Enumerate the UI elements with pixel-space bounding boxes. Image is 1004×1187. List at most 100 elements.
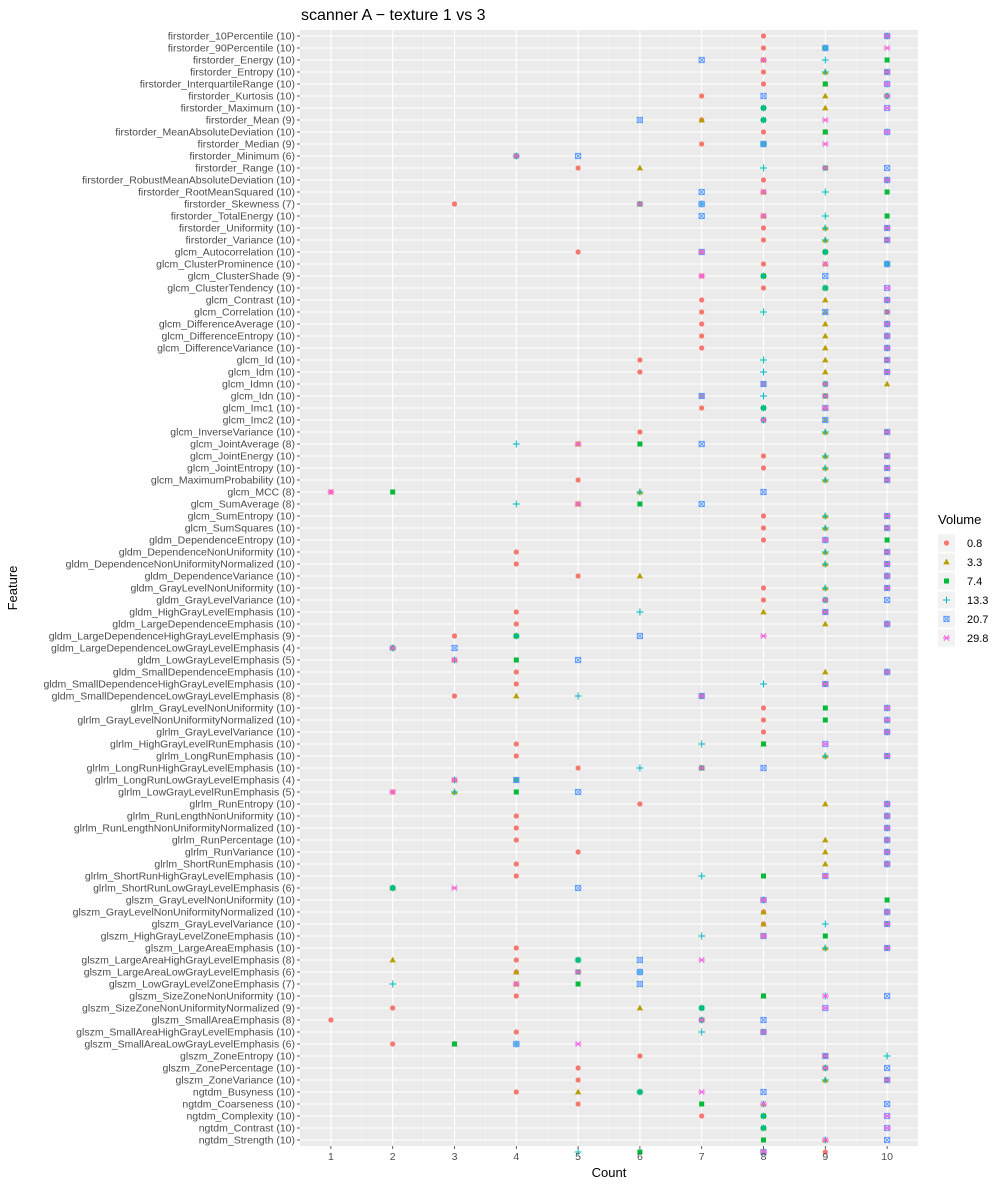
data-point bbox=[513, 825, 519, 831]
data-point bbox=[821, 873, 829, 879]
data-point bbox=[822, 104, 829, 111]
data-point bbox=[760, 57, 767, 63]
data-point bbox=[883, 129, 891, 135]
y-tick-label: firstorder_Median (9) bbox=[198, 139, 295, 151]
data-point bbox=[883, 561, 891, 567]
data-point bbox=[760, 680, 767, 688]
data-point bbox=[636, 968, 643, 976]
data-point bbox=[883, 705, 891, 711]
data-point bbox=[761, 873, 766, 879]
data-point bbox=[699, 345, 705, 351]
y-tick-label: gldm_DependenceEntropy (10) bbox=[149, 535, 295, 547]
y-tick-label: glrlm_RunEntropy (10) bbox=[189, 799, 295, 811]
y-tick-label: glrlm_RunPercentage (10) bbox=[172, 835, 295, 847]
y-tick-label: gldm_DependenceNonUniformityNormalized (… bbox=[66, 559, 295, 571]
data-point bbox=[452, 1041, 457, 1047]
data-point bbox=[884, 260, 891, 268]
y-tick-label: gldm_LowGrayLevelEmphasis (5) bbox=[137, 655, 295, 667]
y-tick-label: glszm_SmallAreaLowGrayLevelEmphasis (6) bbox=[84, 1039, 295, 1051]
data-point bbox=[760, 368, 767, 376]
y-tick-label: glcm_SumSquares (10) bbox=[185, 523, 295, 535]
data-point bbox=[451, 777, 458, 783]
data-point bbox=[883, 69, 891, 75]
y-tick-label: firstorder_90Percentile (10) bbox=[168, 43, 295, 55]
data-point bbox=[822, 800, 829, 807]
data-point bbox=[883, 849, 891, 855]
x-tick-label: 9 bbox=[822, 1151, 828, 1163]
data-point bbox=[513, 789, 519, 795]
data-point bbox=[760, 177, 767, 183]
data-point bbox=[883, 105, 891, 111]
data-point bbox=[698, 932, 706, 940]
data-point bbox=[760, 1112, 767, 1120]
data-point bbox=[575, 152, 582, 160]
data-point bbox=[760, 116, 767, 124]
data-point bbox=[822, 668, 829, 675]
data-point bbox=[883, 513, 891, 519]
data-point bbox=[760, 488, 767, 496]
y-tick-label: glszm_SizeZoneNonUniformityNormalized (9… bbox=[82, 1003, 295, 1015]
data-point bbox=[883, 825, 891, 831]
data-point bbox=[883, 729, 891, 735]
data-point bbox=[760, 380, 767, 388]
data-point bbox=[760, 308, 767, 316]
data-point bbox=[760, 69, 767, 75]
y-tick-label: glcm_Idmn (10) bbox=[222, 379, 295, 391]
data-point bbox=[760, 417, 767, 423]
data-point bbox=[574, 692, 582, 700]
y-tick-label: ngtdm_Strength (10) bbox=[199, 1135, 295, 1147]
data-point bbox=[760, 1124, 767, 1132]
y-tick-label: glcm_Idm (10) bbox=[228, 367, 295, 379]
data-point bbox=[636, 572, 644, 579]
y-tick-label: glszm_LargeAreaHighGrayLevelEmphasis (8) bbox=[81, 955, 295, 967]
data-point bbox=[513, 1089, 519, 1095]
data-point bbox=[699, 1101, 705, 1107]
data-point bbox=[698, 116, 705, 123]
data-point bbox=[513, 741, 519, 747]
data-point bbox=[883, 321, 891, 327]
data-point bbox=[822, 717, 828, 723]
data-point bbox=[636, 488, 644, 496]
data-point bbox=[821, 452, 829, 460]
data-point bbox=[821, 920, 829, 928]
data-point bbox=[760, 897, 767, 903]
data-point bbox=[760, 764, 767, 772]
data-point bbox=[390, 1041, 396, 1047]
y-tick-label: glcm_JointAverage (8) bbox=[190, 439, 295, 451]
data-point bbox=[821, 741, 829, 747]
y-tick-label: glrlm_GrayLevelNonUniformityNormalized (… bbox=[77, 715, 295, 727]
data-point bbox=[574, 1148, 582, 1156]
data-point bbox=[512, 981, 520, 987]
data-point bbox=[821, 476, 829, 484]
data-point bbox=[574, 969, 582, 975]
data-point bbox=[637, 429, 643, 435]
data-point bbox=[760, 1088, 767, 1096]
data-point bbox=[821, 512, 829, 520]
data-point bbox=[883, 1113, 891, 1119]
data-point bbox=[513, 813, 519, 819]
data-point bbox=[513, 657, 519, 663]
data-point bbox=[760, 129, 767, 135]
data-point bbox=[821, 117, 829, 123]
data-point bbox=[761, 1137, 766, 1143]
y-tick-label: glszm_GrayLevelNonUniformity (10) bbox=[126, 895, 295, 907]
data-point bbox=[883, 225, 891, 231]
data-point bbox=[699, 93, 705, 99]
y-tick-label: firstorder_InterquartileRange (10) bbox=[140, 79, 295, 91]
y-tick-label: firstorder_Skewness (7) bbox=[184, 199, 295, 211]
data-point bbox=[636, 1004, 644, 1011]
data-point bbox=[698, 500, 705, 508]
y-tick-label: glrlm_RunVariance (10) bbox=[185, 847, 295, 859]
y-tick-label: glcm_SumEntropy (10) bbox=[188, 511, 295, 523]
data-points bbox=[327, 32, 891, 1156]
data-point bbox=[883, 669, 891, 675]
data-point bbox=[636, 764, 644, 772]
data-point bbox=[636, 1088, 644, 1096]
y-tick-label: gldm_DependenceVariance (10) bbox=[145, 571, 295, 583]
y-tick-label: firstorder_MeanAbsoluteDeviation (10) bbox=[115, 127, 295, 139]
legend-marker bbox=[943, 558, 950, 565]
y-tick-label: glszm_LargeAreaEmphasis (10) bbox=[145, 943, 295, 955]
data-point bbox=[637, 441, 643, 447]
y-tick-label: ngtdm_Complexity (10) bbox=[186, 1111, 295, 1123]
data-point bbox=[698, 249, 706, 255]
